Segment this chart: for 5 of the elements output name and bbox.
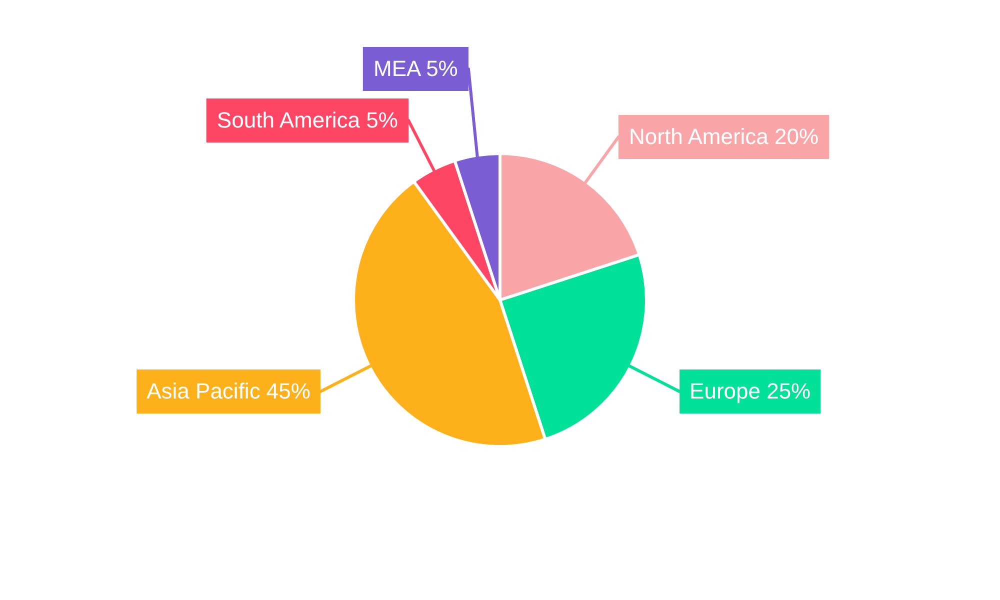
slice-label: MEA 5% bbox=[374, 56, 458, 82]
slice-label: Asia Pacific 45% bbox=[146, 378, 310, 404]
slice-label: Europe 25% bbox=[690, 378, 811, 404]
slice-label: North America 20% bbox=[629, 124, 819, 150]
slice-label: South America 5% bbox=[216, 108, 398, 133]
